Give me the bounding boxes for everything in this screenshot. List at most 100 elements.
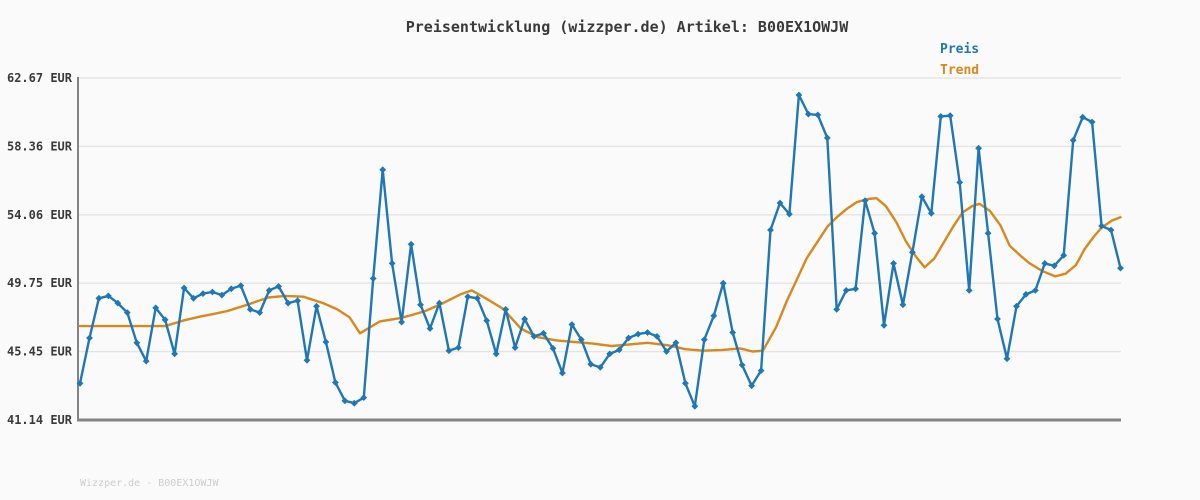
data-point-marker bbox=[540, 329, 547, 337]
y-tick-label: 54.06 EUR bbox=[7, 208, 73, 222]
data-point-marker bbox=[606, 350, 614, 358]
data-point-marker bbox=[284, 299, 292, 307]
data-point-marker bbox=[218, 291, 226, 299]
data-point-marker bbox=[332, 379, 339, 386]
y-tick-label: 62.67 EUR bbox=[7, 71, 73, 85]
data-point-marker bbox=[464, 293, 472, 301]
data-point-marker bbox=[227, 285, 235, 293]
data-point-marker bbox=[899, 301, 907, 309]
data-point-marker bbox=[369, 275, 377, 282]
data-point-marker bbox=[672, 339, 680, 347]
data-point-marker bbox=[767, 226, 774, 234]
data-point-marker bbox=[265, 287, 273, 294]
data-point-marker bbox=[1107, 226, 1115, 234]
data-point-marker bbox=[199, 290, 207, 297]
chart-legend: Preis Trend bbox=[940, 39, 979, 81]
data-point-marker bbox=[833, 306, 841, 313]
data-point-marker bbox=[350, 399, 358, 407]
data-point-marker bbox=[1079, 113, 1087, 121]
data-point-marker bbox=[341, 397, 349, 405]
data-point-marker bbox=[303, 356, 311, 364]
data-point-marker bbox=[1003, 355, 1011, 363]
data-point-marker bbox=[1098, 222, 1105, 230]
data-point-marker bbox=[322, 338, 330, 346]
data-point-marker bbox=[237, 282, 245, 289]
data-point-marker bbox=[738, 361, 746, 369]
data-point-marker bbox=[379, 166, 387, 174]
data-point-marker bbox=[388, 260, 396, 267]
data-point-marker bbox=[152, 304, 160, 312]
data-point-marker bbox=[700, 336, 708, 343]
data-point-marker bbox=[644, 329, 651, 336]
data-point-marker bbox=[313, 302, 320, 310]
chart-title: Preisentwicklung (wizzper.de) Artikel: B… bbox=[405, 18, 849, 36]
data-point-marker bbox=[256, 309, 264, 316]
data-point-marker bbox=[1022, 291, 1030, 298]
preis-markers bbox=[76, 91, 1124, 410]
y-tick-label: 49.75 EUR bbox=[7, 276, 73, 290]
data-point-marker bbox=[492, 350, 500, 358]
data-point-marker bbox=[360, 394, 368, 401]
data-point-marker bbox=[729, 329, 737, 336]
data-point-marker bbox=[142, 357, 150, 365]
data-point-marker bbox=[161, 316, 169, 324]
data-point-marker bbox=[568, 321, 576, 328]
data-point-marker bbox=[76, 379, 84, 387]
data-point-marker bbox=[805, 110, 812, 118]
data-point-marker bbox=[559, 369, 566, 377]
data-point-marker bbox=[956, 179, 964, 186]
data-point-marker bbox=[663, 348, 670, 355]
data-point-marker bbox=[786, 210, 793, 218]
data-point-marker bbox=[634, 330, 642, 338]
legend-item-preis: Preis bbox=[940, 42, 980, 57]
preis-line bbox=[78, 93, 1122, 408]
data-point-marker bbox=[398, 318, 405, 326]
data-point-marker bbox=[577, 336, 585, 343]
data-point-marker bbox=[596, 364, 604, 371]
data-point-marker bbox=[209, 288, 216, 296]
data-point-marker bbox=[682, 379, 689, 387]
data-point-marker bbox=[984, 229, 992, 237]
grid-lines bbox=[78, 77, 1121, 353]
data-point-marker bbox=[814, 111, 822, 119]
data-point-marker bbox=[105, 292, 112, 300]
data-point-marker bbox=[625, 334, 632, 342]
data-point-marker bbox=[587, 360, 595, 368]
data-point-marker bbox=[275, 283, 282, 290]
data-point-marker bbox=[890, 260, 897, 267]
data-point-marker bbox=[852, 285, 859, 293]
data-point-marker bbox=[719, 279, 727, 287]
data-point-marker bbox=[521, 315, 528, 323]
data-point-marker bbox=[407, 240, 415, 248]
data-point-marker bbox=[937, 113, 945, 120]
data-point-marker bbox=[776, 199, 784, 207]
data-point-marker bbox=[502, 306, 510, 313]
data-point-marker bbox=[171, 350, 178, 358]
data-point-marker bbox=[615, 346, 623, 354]
data-point-marker bbox=[95, 294, 103, 302]
data-point-marker bbox=[927, 209, 935, 217]
data-point-marker bbox=[445, 347, 453, 355]
data-point-marker bbox=[455, 344, 462, 351]
data-point-marker bbox=[530, 333, 538, 340]
y-tick-label: 58.36 EUR bbox=[7, 139, 73, 153]
data-point-marker bbox=[294, 297, 301, 305]
data-point-marker bbox=[965, 287, 973, 294]
data-point-marker bbox=[1041, 260, 1049, 267]
data-point-marker bbox=[133, 339, 141, 347]
data-point-marker bbox=[123, 309, 131, 316]
data-point-marker bbox=[426, 325, 434, 332]
data-point-marker bbox=[1060, 252, 1068, 259]
watermark-label: Wizzper.de - B00EX1OWJW bbox=[80, 478, 219, 489]
data-point-marker bbox=[861, 197, 869, 204]
data-point-marker bbox=[246, 306, 254, 313]
data-point-marker bbox=[483, 317, 491, 324]
data-point-marker bbox=[842, 287, 850, 294]
data-point-marker bbox=[909, 248, 916, 256]
data-point-marker bbox=[994, 315, 1001, 323]
data-point-marker bbox=[918, 193, 926, 201]
data-point-marker bbox=[710, 312, 718, 320]
y-axis-labels: 62.67 EUR 58.36 EUR 54.06 EUR 49.75 EUR 45.4… bbox=[7, 71, 73, 427]
